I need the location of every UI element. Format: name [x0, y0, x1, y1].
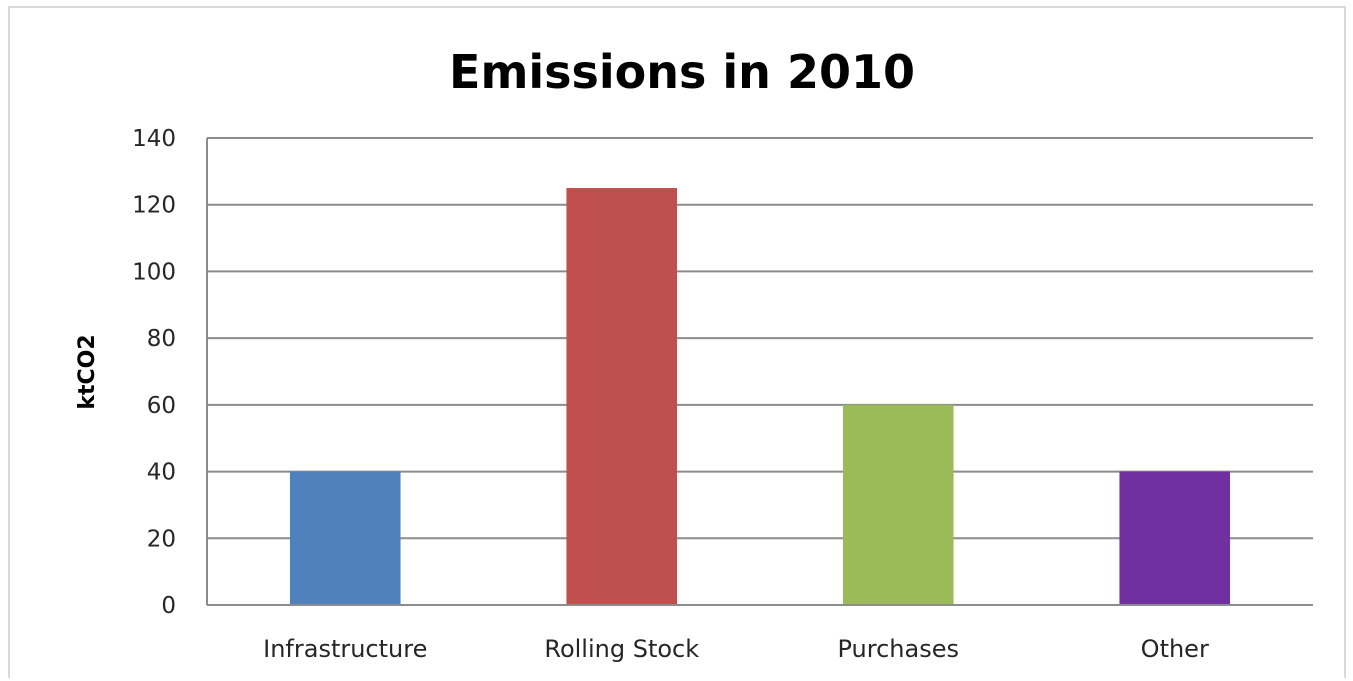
bar-purchases [842, 404, 954, 605]
x-tick-label-purchases: Purchases [838, 635, 960, 663]
y-tick-label-0: 0 [161, 593, 176, 619]
x-tick-label-rolling-stock: Rolling Stock [544, 635, 699, 663]
bar-other [1119, 471, 1231, 605]
bar-infrastructure [289, 471, 401, 605]
y-tick-label-40: 40 [147, 460, 176, 486]
y-tick-label-60: 60 [147, 393, 176, 419]
x-tick-label-other: Other [1141, 635, 1209, 663]
chart-title: Emissions in 2010 [449, 45, 915, 99]
y-tick-labels: 0 20 40 60 80 100 120 140 [132, 126, 176, 619]
bar-rolling-stock [566, 188, 678, 606]
y-tick-label-100: 100 [132, 259, 176, 285]
x-tick-label-infrastructure: Infrastructure [263, 635, 427, 663]
y-tick-label-20: 20 [147, 526, 176, 552]
axes [206, 138, 1313, 606]
y-tick-label-120: 120 [132, 193, 176, 219]
y-tick-label-80: 80 [147, 326, 176, 352]
y-tick-label-140: 140 [132, 126, 176, 152]
y-axis-label: ktCO2 [75, 334, 100, 409]
bars [289, 188, 1231, 606]
x-tick-labels: Infrastructure Rolling Stock Purchases Othe… [263, 635, 1209, 663]
